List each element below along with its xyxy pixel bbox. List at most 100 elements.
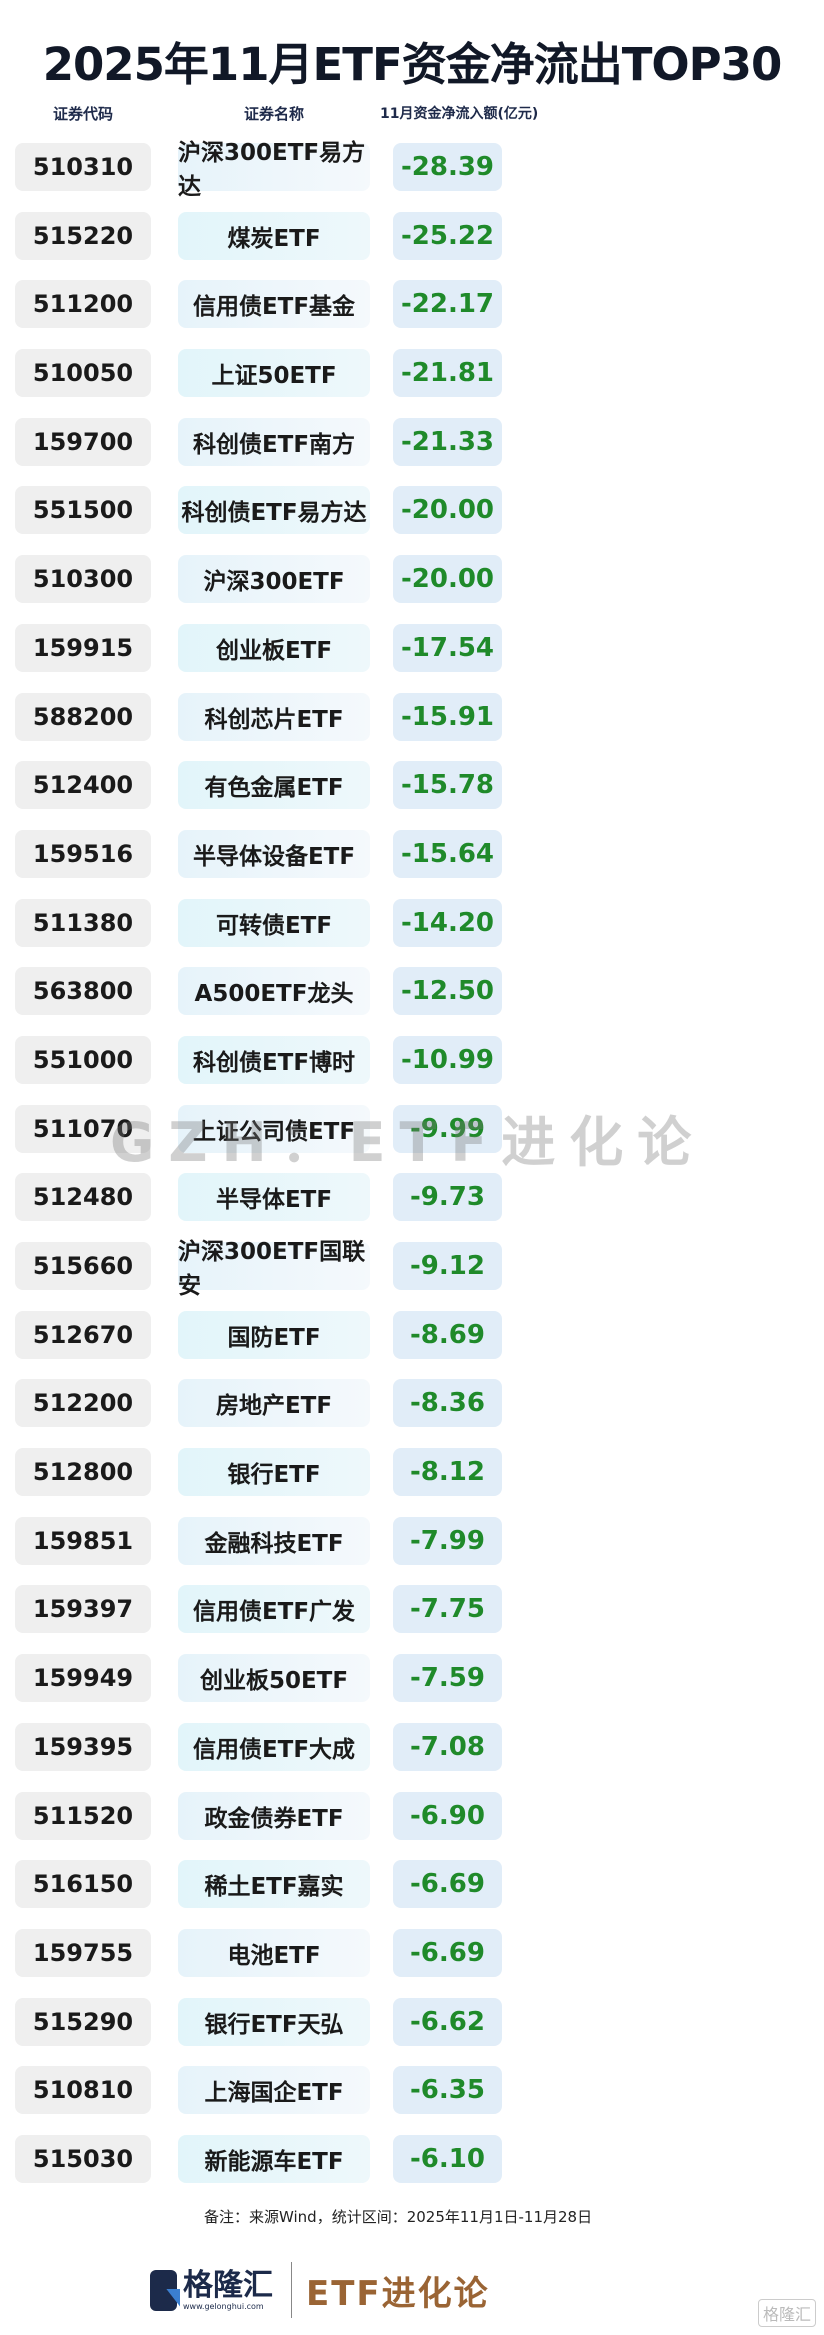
value-cell: -6.69 [393,1860,502,1909]
table-row: 516150 稀土ETF嘉实 -6.69 [0,1860,824,1929]
table-row: 515660 沪深300ETF国联安 -9.12 [0,1239,824,1311]
name-cell: 金融科技ETF [178,1516,370,1565]
header-flow: 11月资金净流入额(亿元) [380,106,539,122]
value-cell: -22.17 [393,280,502,329]
corner-watermark: 格隆汇 [757,2299,816,2327]
name-cell: 科创债ETF博时 [178,1035,370,1084]
table-row: 511520 政金债券ETF -6.90 [0,1791,824,1861]
value-cell: -6.69 [393,1928,502,1977]
table-row: 510050 上证50ETF -21.81 [0,349,824,418]
name-cell: 银行ETF天弘 [178,1997,370,2046]
table-row: 511200 信用债ETF基金 -22.17 [0,280,824,349]
table-row: 515290 银行ETF天弘 -6.62 [0,1997,824,2067]
name-cell: 房地产ETF [178,1379,370,1428]
code-cell: 159700 [15,417,151,466]
name-cell: 信用债ETF广发 [178,1585,370,1634]
name-cell: 信用债ETF大成 [178,1722,370,1771]
code-cell: 511200 [15,280,151,329]
brand-name: 格隆汇 [183,2267,273,2303]
value-cell: -9.73 [393,1173,502,1222]
table-row: 159516 半导体设备ETF -15.64 [0,829,824,899]
table-row: 588200 科创芯片ETF -15.91 [0,692,824,762]
name-cell: 银行ETF [178,1448,370,1497]
code-cell: 512480 [15,1173,151,1222]
value-cell: -28.39 [393,143,502,191]
header-code: 证券代码 [52,105,113,123]
table-row: 159700 科创债ETF南方 -21.33 [0,417,824,487]
code-cell: 159915 [15,623,151,672]
value-cell: -15.64 [393,829,502,878]
code-cell: 512670 [15,1310,151,1359]
name-cell: 上海国企ETF [178,2066,370,2115]
code-cell: 511070 [15,1104,151,1153]
code-cell: 159395 [15,1722,151,1771]
code-cell: 511520 [15,1791,151,1840]
table-row: 159949 创业板50ETF -7.59 [0,1654,824,1723]
name-cell: 科创债ETF南方 [178,417,370,466]
table-row: 563800 A500ETF龙头 -12.50 [0,967,824,1036]
value-cell: -15.91 [393,692,502,741]
code-cell: 515030 [15,2134,151,2183]
value-cell: -7.99 [393,1516,502,1565]
name-cell: 创业板ETF [178,623,370,672]
code-cell: 159397 [15,1585,151,1634]
value-cell: -8.12 [393,1448,502,1497]
name-cell: 沪深300ETF [178,555,370,604]
value-cell: -7.75 [393,1585,502,1634]
code-cell: 510050 [15,349,151,398]
table-row: 159915 创业板ETF -17.54 [0,623,824,693]
value-cell: -8.36 [393,1379,502,1428]
value-cell: -6.10 [393,2134,502,2183]
name-cell: 科创芯片ETF [178,692,370,741]
code-cell: 515290 [15,1997,151,2046]
table-row: 159397 信用债ETF广发 -7.75 [0,1585,824,1654]
table-row: 512400 有色金属ETF -15.78 [0,761,824,830]
name-cell: 政金债券ETF [178,1791,370,1840]
code-cell: 551000 [15,1035,151,1084]
value-cell: -8.69 [393,1310,502,1359]
code-cell: 588200 [15,692,151,741]
name-cell: 信用债ETF基金 [178,280,370,329]
name-cell: 可转债ETF [178,898,370,947]
code-cell: 159755 [15,1928,151,1977]
code-cell: 516150 [15,1860,151,1909]
brand-url: www.gelonghui.com [183,2301,264,2311]
value-cell: -6.90 [393,1791,502,1840]
name-cell: 稀土ETF嘉实 [178,1860,370,1909]
value-cell: -6.62 [393,1997,502,2046]
table-row: 512200 房地产ETF -8.36 [0,1379,824,1448]
value-cell: -20.00 [393,555,502,604]
name-cell: 电池ETF [178,1928,370,1977]
table-row: 510310 沪深300ETF易方达 -28.39 [0,140,824,212]
value-cell: -12.50 [393,967,502,1016]
table-row: 515220 煤炭ETF -25.22 [0,211,824,281]
name-cell: A500ETF龙头 [178,967,370,1016]
name-cell: 国防ETF [178,1310,370,1359]
value-cell: -9.12 [393,1242,502,1290]
name-cell: 上证公司债ETF [178,1104,370,1153]
name-cell: 半导体设备ETF [178,829,370,878]
footer-logo: 格隆汇 www.gelonghui.com ETF进化论 [150,2262,490,2318]
page-title: 2025年11月ETF资金净流出TOP30 [42,38,783,91]
value-cell: -21.33 [393,417,502,466]
table-row: 551000 科创债ETF博时 -10.99 [0,1035,824,1105]
value-cell: -9.99 [393,1104,502,1153]
table-row: 512480 半导体ETF -9.73 [0,1173,824,1242]
code-cell: 551500 [15,486,151,535]
divider [291,2262,292,2318]
code-cell: 563800 [15,967,151,1016]
column-name: ETF进化论 [306,2273,490,2314]
gelonghui-logo-icon [150,2269,177,2311]
value-cell: -17.54 [393,623,502,672]
header-name: 证券名称 [243,105,304,123]
value-cell: -6.35 [393,2066,502,2115]
name-cell: 科创债ETF易方达 [178,486,370,535]
name-cell: 沪深300ETF国联安 [178,1239,370,1299]
code-cell: 510300 [15,555,151,604]
value-cell: -7.08 [393,1722,502,1771]
table-row: 159851 金融科技ETF -7.99 [0,1516,824,1586]
table-row: 159395 信用债ETF大成 -7.08 [0,1722,824,1792]
code-cell: 510310 [15,143,151,191]
table-row: 512670 国防ETF -8.69 [0,1310,824,1380]
brand-block: 格隆汇 www.gelonghui.com [183,2267,273,2311]
